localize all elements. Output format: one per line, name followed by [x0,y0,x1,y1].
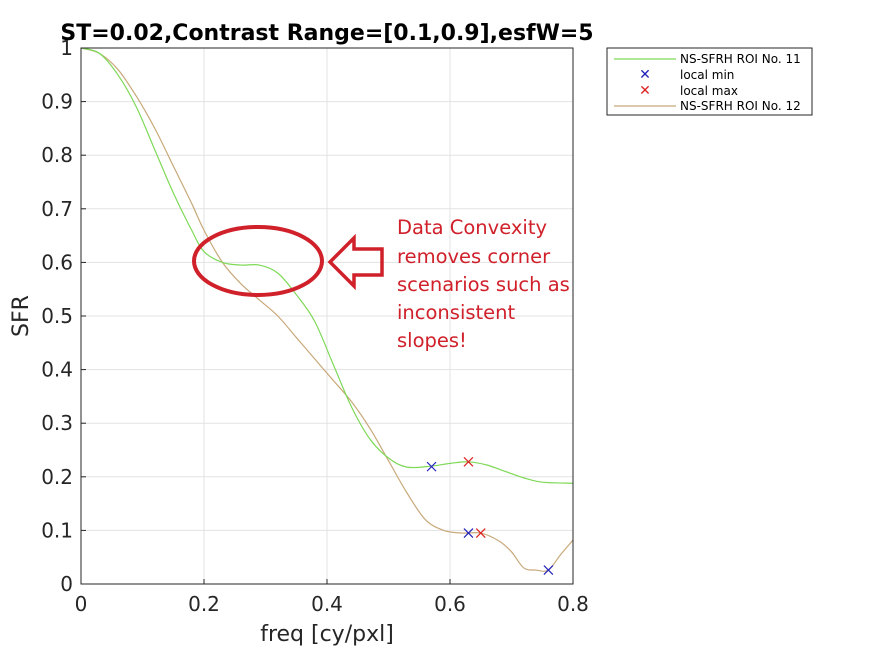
y-tick-label: 0.2 [41,465,73,489]
series-line-ns-sfrh-roi-no-11 [80,47,574,484]
annotation-line-2: removes corner [397,245,551,268]
legend-label-roi-12: NS-SFRH ROI No. 12 [680,99,801,113]
local-min-marker-stroke [426,461,437,472]
legend-marker-local-max: ✕ [639,83,651,99]
legend-label-local-max: local max [680,84,738,98]
legend-label-local-min: local min [680,68,734,82]
y-tick-label: 1 [60,36,73,60]
local-min-marker [463,528,474,539]
y-tick-label: 0 [60,572,73,596]
chart-title: ST=0.02,Contrast Range=[0.1,0.9],esfW=5 [60,21,593,46]
annotation-line-3: scenarios such as [397,273,570,296]
x-tick-label: 0.8 [557,592,589,616]
annotation-ellipse [192,225,324,297]
y-tick-label: 0.7 [41,197,73,221]
x-ticks: 0 0.2 0.4 0.6 0.8 [75,579,589,616]
y-axis-label: SFR [9,295,34,337]
x-tick-label: 0.4 [311,592,343,616]
local-min-marker-stroke [463,528,474,539]
local-max-marker [475,528,486,539]
local-min-marker [543,565,554,575]
annotation-line-5: slopes! [397,329,467,352]
annotation-line-1: Data Convexity [397,216,547,239]
legend-marker-local-min: ✕ [639,67,651,83]
legend: NS-SFRH ROI No. 11 ✕ local min ✕ local m… [606,47,813,116]
x-tick-label: 0.6 [434,592,466,616]
y-tick-label: 0.5 [41,304,73,328]
y-tick-label: 0.3 [41,411,73,435]
y-tick-label: 0.6 [41,250,73,274]
y-ticks: 0 0.1 0.2 0.3 0.4 0.5 0.6 0.7 0.8 0.9 1 [41,36,86,596]
annotation: Data Convexity removes corner scenarios … [192,216,570,352]
legend-label-roi-11: NS-SFRH ROI No. 11 [680,52,801,66]
y-tick-label: 0.9 [41,90,73,114]
annotation-line-4: inconsistent [397,301,516,324]
local-max-marker-stroke [475,528,486,539]
y-tick-label: 0.8 [41,143,73,167]
series-layer [80,47,574,575]
local-min-marker-stroke [543,565,554,575]
local-min-marker [426,461,437,472]
local-max-marker [463,456,474,467]
grid [80,47,574,585]
x-axis-label: freq [cy/pxl] [260,622,394,647]
x-tick-label: 0.2 [188,592,220,616]
x-tick-label: 0 [75,592,88,616]
y-tick-label: 0.1 [41,518,73,542]
local-max-marker-stroke [463,456,474,467]
annotation-arrow [327,233,384,291]
plot-frame [80,47,574,585]
y-tick-label: 0.4 [41,358,73,382]
series-line-ns-sfrh-roi-no-12 [80,47,574,572]
